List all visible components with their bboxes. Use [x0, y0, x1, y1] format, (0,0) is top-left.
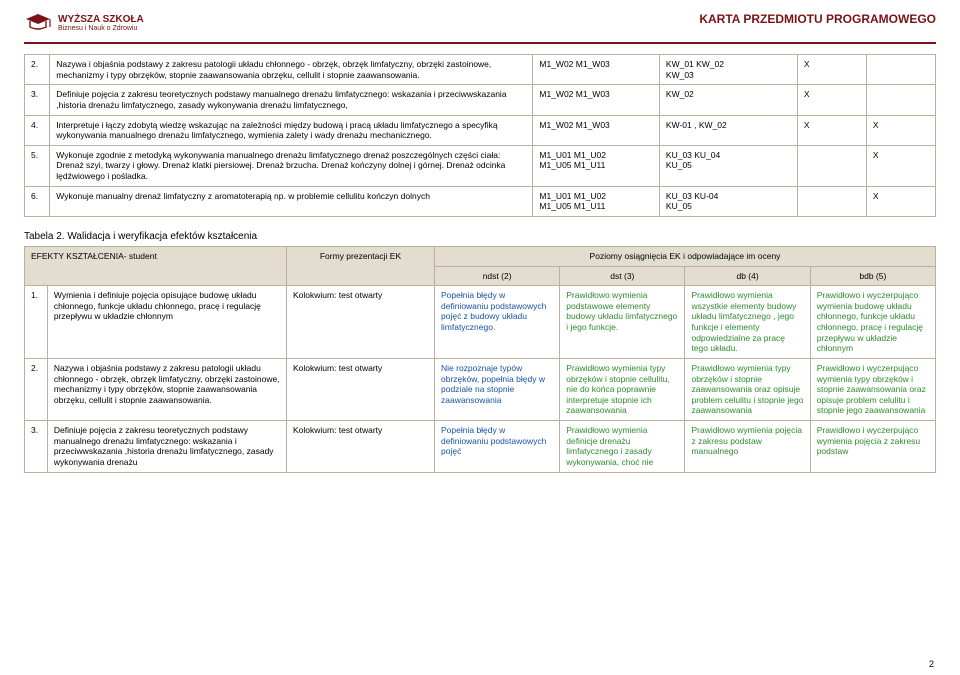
row-col-c: X: [797, 85, 866, 115]
outcomes-table: 2.Nazywa i objaśnia podstawy z zakresu p…: [24, 54, 936, 217]
row-codes-a: M1_W02 M1_W03: [533, 55, 660, 85]
row-desc: Definiuje pojęcia z zakresu teoretycznyc…: [50, 85, 533, 115]
table-row: 3.Definiuje pojęcia z zakresu teoretyczn…: [25, 85, 936, 115]
table-row: 2.Nazywa i objaśnia podstawy z zakresu p…: [25, 55, 936, 85]
row-formy: Kolokwium: test otwarty: [286, 358, 434, 420]
row-num: 3.: [25, 421, 48, 473]
row-db: Prawidłowo wymienia wszystkie elementy b…: [685, 286, 810, 359]
page-number: 2: [929, 659, 934, 669]
row-num: 2.: [25, 55, 50, 85]
t2-head-ndst: ndst (2): [435, 266, 560, 286]
row-bdb: Prawidłowo i wyczerpująco wymienia pojęc…: [810, 421, 935, 473]
row-bdb: Prawidłowo i wyczerpująco wymienia budow…: [810, 286, 935, 359]
row-num: 1.: [25, 286, 48, 359]
row-col-d: X: [866, 145, 935, 186]
row-formy: Kolokwium: test otwarty: [286, 421, 434, 473]
row-col-d: X: [866, 115, 935, 145]
row-codes-a: M1_U01 M1_U02 M1_U05 M1_U11: [533, 145, 660, 186]
row-col-c: [797, 186, 866, 216]
row-num: 5.: [25, 145, 50, 186]
row-desc: Definiuje pojęcia z zakresu teoretycznyc…: [47, 421, 286, 473]
row-desc: Wykonuje manualny drenaż limfatyczny z a…: [50, 186, 533, 216]
row-codes-b: KU_03 KU-04 KU_05: [659, 186, 797, 216]
t2-head-bdb: bdb (5): [810, 266, 935, 286]
logo-text: WYŻSZA SZKOŁA Biznesu i Nauk o Zdrowiu: [58, 14, 144, 33]
row-codes-a: M1_W02 M1_W03: [533, 115, 660, 145]
page-header: WYŻSZA SZKOŁA Biznesu i Nauk o Zdrowiu K…: [24, 12, 936, 34]
row-col-d: [866, 55, 935, 85]
logo-sub: Biznesu i Nauk o Zdrowiu: [58, 25, 144, 33]
row-desc: Wykonuje zgodnie z metodyką wykonywania …: [50, 145, 533, 186]
table-row: 5.Wykonuje zgodnie z metodyką wykonywani…: [25, 145, 936, 186]
row-dst: Prawidłowo wymienia definicje drenażu li…: [560, 421, 685, 473]
row-num: 6.: [25, 186, 50, 216]
row-col-c: X: [797, 115, 866, 145]
table-row: 3.Definiuje pojęcia z zakresu teoretyczn…: [25, 421, 936, 473]
row-db: Prawidłowo wymienia typy obrzęków i stop…: [685, 358, 810, 420]
row-dst: Prawidłowo wymienia typy obrzęków i stop…: [560, 358, 685, 420]
row-codes-a: M1_U01 M1_U02 M1_U05 M1_U11: [533, 186, 660, 216]
row-num: 3.: [25, 85, 50, 115]
table-row: 1.Wymienia i definiuje pojęcia opisujące…: [25, 286, 936, 359]
row-dst: Prawidłowo wymienia podstawowe elementy …: [560, 286, 685, 359]
row-col-d: [866, 85, 935, 115]
row-col-c: [797, 145, 866, 186]
row-ndst: Popełnia błędy w definiowaniu podstawowy…: [435, 421, 560, 473]
t2-head-formy: Formy prezentacji EK: [286, 246, 434, 285]
row-ndst: Nie rozpoznaje typów obrzęków, popełnia …: [435, 358, 560, 420]
header-rule: [24, 42, 936, 44]
table-row: 2.Nazywa i objaśnia podstawy z zakresu p…: [25, 358, 936, 420]
row-num: 4.: [25, 115, 50, 145]
t2-head-efekty: EFEKTY KSZTAŁCENIA- student: [25, 246, 287, 285]
logo-block: WYŻSZA SZKOŁA Biznesu i Nauk o Zdrowiu: [24, 12, 144, 34]
logo-icon: [24, 12, 52, 34]
row-ndst: Popełnia błędy w definiowaniu podstawowy…: [435, 286, 560, 359]
row-bdb: Prawidłowo i wyczerpująco wymienia typy …: [810, 358, 935, 420]
row-col-c: X: [797, 55, 866, 85]
row-desc: Interpretuje i łączy zdobytą wiedzę wska…: [50, 115, 533, 145]
row-col-d: X: [866, 186, 935, 216]
table-row: 6.Wykonuje manualny drenaż limfatyczny z…: [25, 186, 936, 216]
row-codes-b: KW_02: [659, 85, 797, 115]
document-title: KARTA PRZEDMIOTU PROGRAMOWEGO: [699, 12, 936, 26]
row-num: 2.: [25, 358, 48, 420]
row-codes-b: KU_03 KU_04 KU_05: [659, 145, 797, 186]
row-db: Prawidłowo wymienia pojęcia z zakresu po…: [685, 421, 810, 473]
validation-table: EFEKTY KSZTAŁCENIA- student Formy prezen…: [24, 246, 936, 473]
logo-main: WYŻSZA SZKOŁA: [58, 14, 144, 25]
table2-caption: Tabela 2. Walidacja i weryfikacja efektó…: [24, 231, 936, 242]
row-codes-b: KW_01 KW_02 KW_03: [659, 55, 797, 85]
row-codes-a: M1_W02 M1_W03: [533, 85, 660, 115]
row-desc: Nazywa i objaśnia podstawy z zakresu pat…: [47, 358, 286, 420]
table-row: 4.Interpretuje i łączy zdobytą wiedzę ws…: [25, 115, 936, 145]
row-codes-b: KW-01 , KW_02: [659, 115, 797, 145]
t2-head-dst: dst (3): [560, 266, 685, 286]
t2-head-db: db (4): [685, 266, 810, 286]
row-formy: Kolokwium: test otwarty: [286, 286, 434, 359]
t2-head-poziomy: Poziomy osiągnięcia EK i odpowiadające i…: [435, 246, 936, 266]
row-desc: Nazywa i objaśnia podstawy z zakresu pat…: [50, 55, 533, 85]
row-desc: Wymienia i definiuje pojęcia opisujące b…: [47, 286, 286, 359]
